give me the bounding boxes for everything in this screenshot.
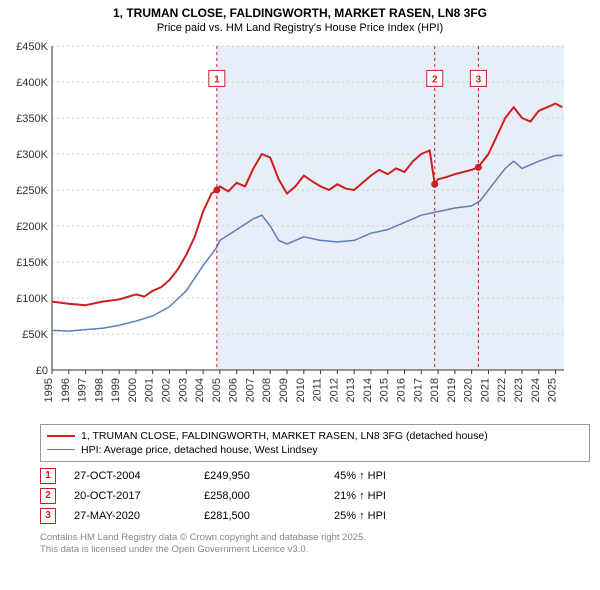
chart-plot-area: £0 £50K £100K £150K £200K £250K £300K £350K £400… — [10, 38, 570, 418]
svg-text:2: 2 — [432, 74, 438, 85]
svg-text:2008: 2008 — [261, 378, 273, 402]
sale-date: 27-MAY-2020 — [74, 510, 204, 522]
svg-text:£300K: £300K — [16, 149, 48, 161]
sale-pct-vs-hpi: 21% ↑ HPI — [334, 490, 386, 502]
svg-text:2000: 2000 — [127, 378, 139, 402]
sale-pct-vs-hpi: 25% ↑ HPI — [334, 510, 386, 522]
svg-text:£450K: £450K — [16, 41, 48, 53]
svg-text:2011: 2011 — [312, 378, 324, 402]
svg-text:2025: 2025 — [547, 378, 559, 402]
svg-text:2010: 2010 — [295, 378, 307, 402]
svg-text:2001: 2001 — [144, 378, 156, 402]
svg-text:2002: 2002 — [161, 378, 173, 402]
sale-pct-vs-hpi: 45% ↑ HPI — [334, 470, 386, 482]
sale-marker-number: 3 — [40, 508, 56, 524]
svg-text:£250K: £250K — [16, 185, 48, 197]
svg-text:£400K: £400K — [16, 77, 48, 89]
svg-text:1997: 1997 — [77, 378, 89, 402]
svg-text:2003: 2003 — [177, 378, 189, 402]
svg-text:2019: 2019 — [446, 378, 458, 402]
sale-row: 3 27-MAY-2020£281,50025% ↑ HPI — [40, 506, 590, 526]
svg-text:1995: 1995 — [43, 378, 55, 402]
sale-row: 1 27-OCT-2004£249,95045% ↑ HPI — [40, 466, 590, 486]
svg-text:£100K: £100K — [16, 293, 48, 305]
svg-text:£350K: £350K — [16, 113, 48, 125]
chart-svg: £0 £50K £100K £150K £200K £250K £300K £350K £400… — [10, 38, 570, 418]
svg-text:2024: 2024 — [530, 378, 542, 402]
svg-text:2005: 2005 — [211, 378, 223, 402]
svg-text:2021: 2021 — [479, 378, 491, 402]
chart-title: 1, TRUMAN CLOSE, FALDINGWORTH, MARKET RA… — [0, 0, 600, 22]
sale-price: £281,500 — [204, 510, 334, 522]
legend-swatch — [47, 449, 75, 451]
footer-line: Contains HM Land Registry data © Crown c… — [40, 532, 590, 544]
svg-text:£150K: £150K — [16, 257, 48, 269]
svg-text:£50K: £50K — [22, 329, 48, 341]
svg-text:2023: 2023 — [513, 378, 525, 402]
legend-item: HPI: Average price, detached house, West… — [47, 443, 583, 457]
svg-text:1999: 1999 — [110, 378, 122, 402]
legend-label: HPI: Average price, detached house, West… — [81, 444, 318, 456]
svg-text:2012: 2012 — [328, 378, 340, 402]
svg-text:2009: 2009 — [278, 378, 290, 402]
svg-text:3: 3 — [476, 74, 482, 85]
legend-swatch — [47, 435, 75, 437]
legend-label: 1, TRUMAN CLOSE, FALDINGWORTH, MARKET RA… — [81, 430, 488, 442]
sale-date: 27-OCT-2004 — [74, 470, 204, 482]
svg-text:2017: 2017 — [412, 378, 424, 402]
footer-line: This data is licensed under the Open Gov… — [40, 544, 590, 556]
svg-text:2004: 2004 — [194, 378, 206, 402]
sale-price: £258,000 — [204, 490, 334, 502]
svg-text:2015: 2015 — [379, 378, 391, 402]
sale-date: 20-OCT-2017 — [74, 490, 204, 502]
sales-table: 1 27-OCT-2004£249,95045% ↑ HPI 2 20-OCT-201… — [40, 466, 590, 526]
svg-text:1: 1 — [214, 74, 220, 85]
svg-text:2014: 2014 — [362, 378, 374, 402]
svg-text:2016: 2016 — [396, 378, 408, 402]
legend-item: 1, TRUMAN CLOSE, FALDINGWORTH, MARKET RA… — [47, 429, 583, 443]
svg-text:1998: 1998 — [93, 378, 105, 402]
sale-marker-number: 1 — [40, 468, 56, 484]
sale-marker-number: 2 — [40, 488, 56, 504]
svg-text:2018: 2018 — [429, 378, 441, 402]
svg-text:2020: 2020 — [463, 378, 475, 402]
sale-row: 2 20-OCT-2017£258,00021% ↑ HPI — [40, 486, 590, 506]
sale-price: £249,950 — [204, 470, 334, 482]
footer-attribution: Contains HM Land Registry data © Crown c… — [40, 532, 590, 557]
svg-text:2013: 2013 — [345, 378, 357, 402]
chart-container: { "title_line1": "1, TRUMAN CLOSE, FALDI… — [0, 0, 600, 590]
chart-subtitle: Price paid vs. HM Land Registry's House … — [0, 22, 600, 38]
svg-text:2006: 2006 — [228, 378, 240, 402]
svg-text:2022: 2022 — [496, 378, 508, 402]
legend: 1, TRUMAN CLOSE, FALDINGWORTH, MARKET RA… — [40, 424, 590, 462]
svg-text:£200K: £200K — [16, 221, 48, 233]
svg-text:2007: 2007 — [244, 378, 256, 402]
svg-text:1996: 1996 — [60, 378, 72, 402]
svg-text:£0: £0 — [36, 365, 48, 377]
